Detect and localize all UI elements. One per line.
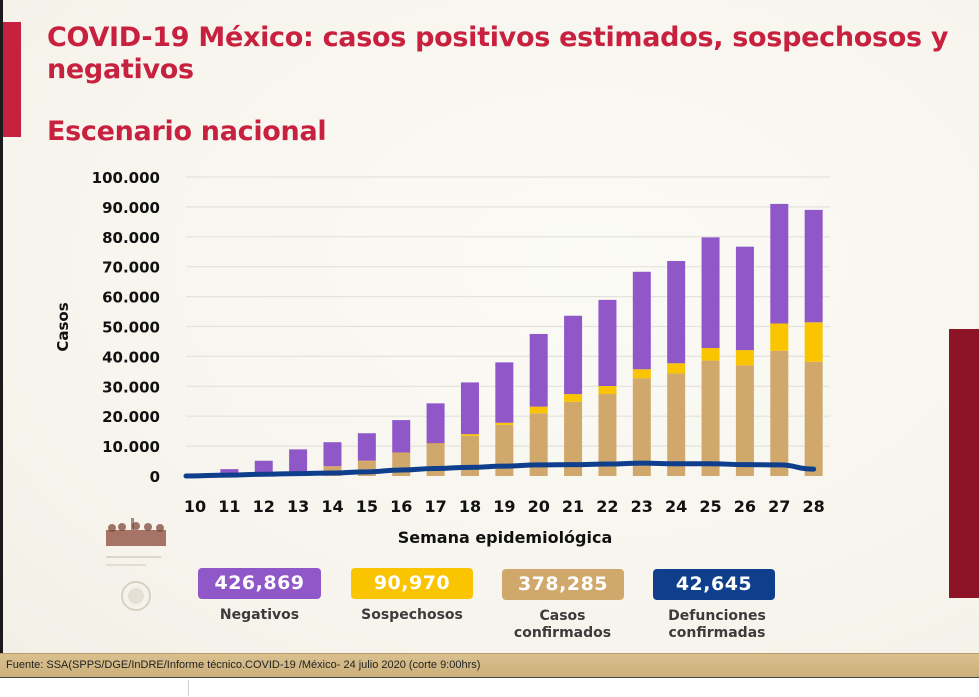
y-axis-title: Casos: [54, 302, 72, 351]
bar-confirmados: [805, 362, 823, 476]
stacked-bar-chart: 0 10.000 20.000 30.000 40.000 50.000 60.000 70.…: [0, 0, 979, 560]
bar-negativos: [530, 334, 548, 407]
y-tick-label: 60.000: [102, 289, 160, 307]
x-tick-label: 17: [424, 497, 446, 516]
bar-sospechosos: [702, 348, 720, 361]
sospechosos-total-badge: 90,970: [351, 568, 473, 599]
bar-negativos: [564, 316, 582, 394]
bar-negativos: [702, 237, 720, 348]
y-tick-label: 40.000: [102, 348, 160, 366]
x-tick-label: 11: [218, 497, 240, 516]
x-tick-label: 24: [665, 497, 687, 516]
bar-sospechosos: [564, 394, 582, 402]
x-tick-label: 14: [321, 497, 343, 516]
y-tick-label: 10.000: [102, 438, 160, 456]
bar-sospechosos: [667, 363, 685, 373]
bar-sospechosos: [358, 461, 376, 462]
y-tick-label: 100.000: [92, 169, 160, 187]
bar-negativos: [736, 247, 754, 350]
source-text: Fuente: SSA(SPPS/DGE/InDRE/Informe técni…: [6, 657, 480, 673]
bar-negativos: [392, 420, 410, 453]
legend-negativos: 426,869 Negativos: [198, 568, 321, 624]
y-tick-label: 90.000: [102, 199, 160, 217]
bar-sospechosos: [392, 453, 410, 454]
bar-sospechosos: [770, 324, 788, 351]
legend-sospechosos: 90,970 Sospechosos: [351, 568, 473, 624]
bar-sospechosos: [495, 423, 513, 425]
government-logo: [102, 518, 170, 613]
y-axis-ticks: 0 10.000 20.000 30.000 40.000 50.000 60.000 70.…: [92, 169, 160, 486]
bar-negativos: [323, 442, 341, 466]
footer-divider: [188, 680, 189, 696]
footer-bottom-strip: [0, 677, 979, 697]
bar-negativos: [667, 261, 685, 363]
x-tick-label: 26: [734, 497, 756, 516]
bar-sospechosos: [530, 407, 548, 414]
bar-sospechosos: [736, 350, 754, 365]
bar-sospechosos: [427, 443, 445, 444]
negativos-total-badge: 426,869: [198, 568, 321, 599]
legend-defunciones: 42,645 Defunciones confirmadas: [653, 569, 775, 642]
bar-sospechosos: [805, 322, 823, 361]
y-tick-label: 80.000: [102, 229, 160, 247]
y-tick-label: 0: [150, 468, 160, 486]
x-tick-label: 10: [184, 497, 206, 516]
bar-negativos: [770, 204, 788, 324]
x-axis-ticks: 10 11 12 13 14 15 16 17 18 19 20 21 22 23 24 25 26 27 28: [184, 497, 825, 516]
legend-confirmados: 378,285 Casos confirmados: [502, 569, 624, 642]
negativos-label: Negativos: [198, 607, 321, 624]
sospechosos-label: Sospechosos: [351, 607, 473, 624]
x-tick-label: 12: [253, 497, 275, 516]
y-tick-label: 20.000: [102, 408, 160, 426]
x-tick-label: 23: [631, 497, 653, 516]
bar-confirmados: [461, 436, 479, 476]
x-tick-label: 27: [768, 497, 790, 516]
bar-sospechosos: [633, 369, 651, 378]
y-tick-label: 50.000: [102, 319, 160, 337]
bar-negativos: [358, 433, 376, 461]
bar-confirmados: [770, 351, 788, 476]
bar-confirmados: [427, 444, 445, 476]
defunciones-label: Defunciones confirmadas: [647, 608, 787, 642]
x-axis-title: Semana epidemiológica: [398, 528, 613, 547]
bar-negativos: [427, 403, 445, 443]
logo-heroes-icon: [102, 518, 170, 613]
y-tick-label: 70.000: [102, 259, 160, 277]
bar-negativos: [495, 362, 513, 422]
x-tick-label: 20: [528, 497, 550, 516]
confirmados-label: Casos confirmados: [505, 608, 620, 642]
source-footer: Fuente: SSA(SPPS/DGE/InDRE/Informe técni…: [0, 653, 979, 677]
bar-confirmados: [667, 373, 685, 476]
bar-sospechosos: [461, 434, 479, 436]
x-tick-label: 15: [356, 497, 378, 516]
bar-sospechosos: [598, 386, 616, 394]
bar-negativos: [461, 382, 479, 434]
defunciones-total-badge: 42,645: [653, 569, 775, 600]
bar-negativos: [633, 272, 651, 369]
confirmados-total-badge: 378,285: [502, 569, 624, 600]
x-tick-label: 25: [699, 497, 721, 516]
x-tick-label: 19: [493, 497, 515, 516]
x-tick-label: 16: [390, 497, 412, 516]
x-tick-label: 21: [562, 497, 584, 516]
x-tick-label: 18: [459, 497, 481, 516]
bars: [186, 204, 823, 476]
y-tick-label: 30.000: [102, 378, 160, 396]
bar-negativos: [805, 210, 823, 322]
bar-negativos: [598, 300, 616, 386]
x-tick-label: 13: [287, 497, 309, 516]
bar-confirmados: [736, 365, 754, 476]
x-tick-label: 28: [803, 497, 825, 516]
x-tick-label: 22: [596, 497, 618, 516]
bar-confirmados: [702, 361, 720, 476]
bar-negativos: [289, 449, 307, 474]
